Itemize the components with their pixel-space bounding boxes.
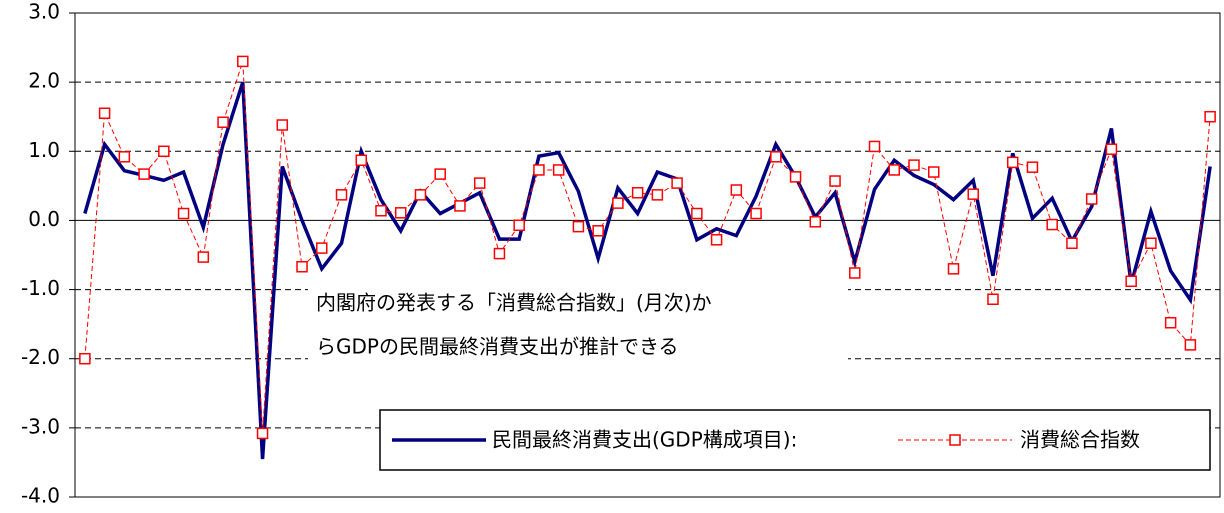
point-marker (217, 116, 229, 128)
point-marker (1085, 193, 1098, 205)
point-marker (1046, 218, 1058, 231)
point-marker (730, 184, 743, 196)
point-marker (612, 197, 624, 209)
point-marker (868, 140, 881, 153)
legend-box (379, 409, 1211, 471)
y-tick-label: -1.0 (21, 276, 60, 300)
point-marker (79, 352, 91, 365)
point-marker (177, 207, 190, 220)
point-marker (316, 242, 328, 254)
point-marker (138, 168, 150, 180)
point-marker (1125, 275, 1137, 288)
point-marker (1145, 237, 1157, 249)
y-tick-label: -3.0 (21, 414, 60, 438)
point-marker (928, 166, 940, 178)
point-marker (592, 225, 604, 237)
annotation: らGDPの民間最終消費支出が推計できる (316, 335, 679, 359)
annotation-box (308, 283, 848, 375)
point-marker (750, 207, 762, 220)
annotation: 内閣府の発表する「消費総合指数」(月次)か (316, 291, 712, 315)
y-tick-label: 0.0 (28, 207, 60, 231)
point-marker (296, 261, 308, 273)
point-marker (118, 151, 131, 163)
point-marker (631, 187, 644, 199)
y-tick-label: 3.0 (28, 0, 60, 24)
point-marker (493, 247, 506, 260)
point-marker (789, 171, 802, 183)
point-marker (908, 159, 920, 171)
point-marker (947, 263, 960, 275)
legend-label: 民間最終消費支出(GDP構成項目): (492, 428, 797, 452)
point-marker (967, 188, 979, 200)
point-marker (355, 154, 367, 167)
legend-label: 消費総合指数 (1020, 428, 1140, 452)
point-marker (809, 216, 822, 228)
point-marker (1184, 339, 1197, 351)
y-tick-label: -2.0 (21, 345, 60, 369)
point-marker (454, 200, 466, 212)
plot-frame (74, 12, 1221, 498)
point-marker (710, 234, 723, 246)
point-marker (1164, 317, 1177, 329)
point-marker (770, 151, 782, 163)
legend-marker (949, 434, 961, 446)
point-marker (197, 251, 210, 263)
point-marker (533, 164, 545, 176)
point-marker (335, 189, 348, 201)
point-marker (1105, 143, 1118, 155)
point-marker (98, 107, 111, 120)
point-marker (1204, 110, 1216, 123)
point-marker (1006, 156, 1019, 169)
y-tick-label: -4.0 (21, 484, 60, 508)
point-marker (1066, 237, 1078, 249)
series-line (83, 81, 1212, 460)
point-marker (572, 220, 585, 233)
point-marker (276, 119, 289, 131)
point-marker (158, 145, 170, 158)
point-marker (651, 189, 664, 201)
point-marker (375, 204, 387, 217)
y-tick-label: 2.0 (28, 69, 60, 93)
point-marker (829, 175, 841, 187)
point-marker (671, 177, 683, 189)
point-marker (987, 293, 999, 306)
point-marker (513, 219, 525, 232)
point-marker (434, 168, 446, 180)
point-marker (473, 177, 486, 189)
point-marker (849, 267, 861, 279)
series-line (84, 61, 1211, 434)
point-marker (552, 164, 565, 176)
point-marker (256, 427, 269, 440)
point-marker (1026, 161, 1039, 173)
point-marker (691, 207, 703, 220)
point-marker (414, 189, 427, 201)
point-marker (237, 55, 249, 68)
point-marker (394, 207, 407, 219)
y-tick-label: 1.0 (28, 138, 60, 162)
point-marker (888, 164, 901, 176)
